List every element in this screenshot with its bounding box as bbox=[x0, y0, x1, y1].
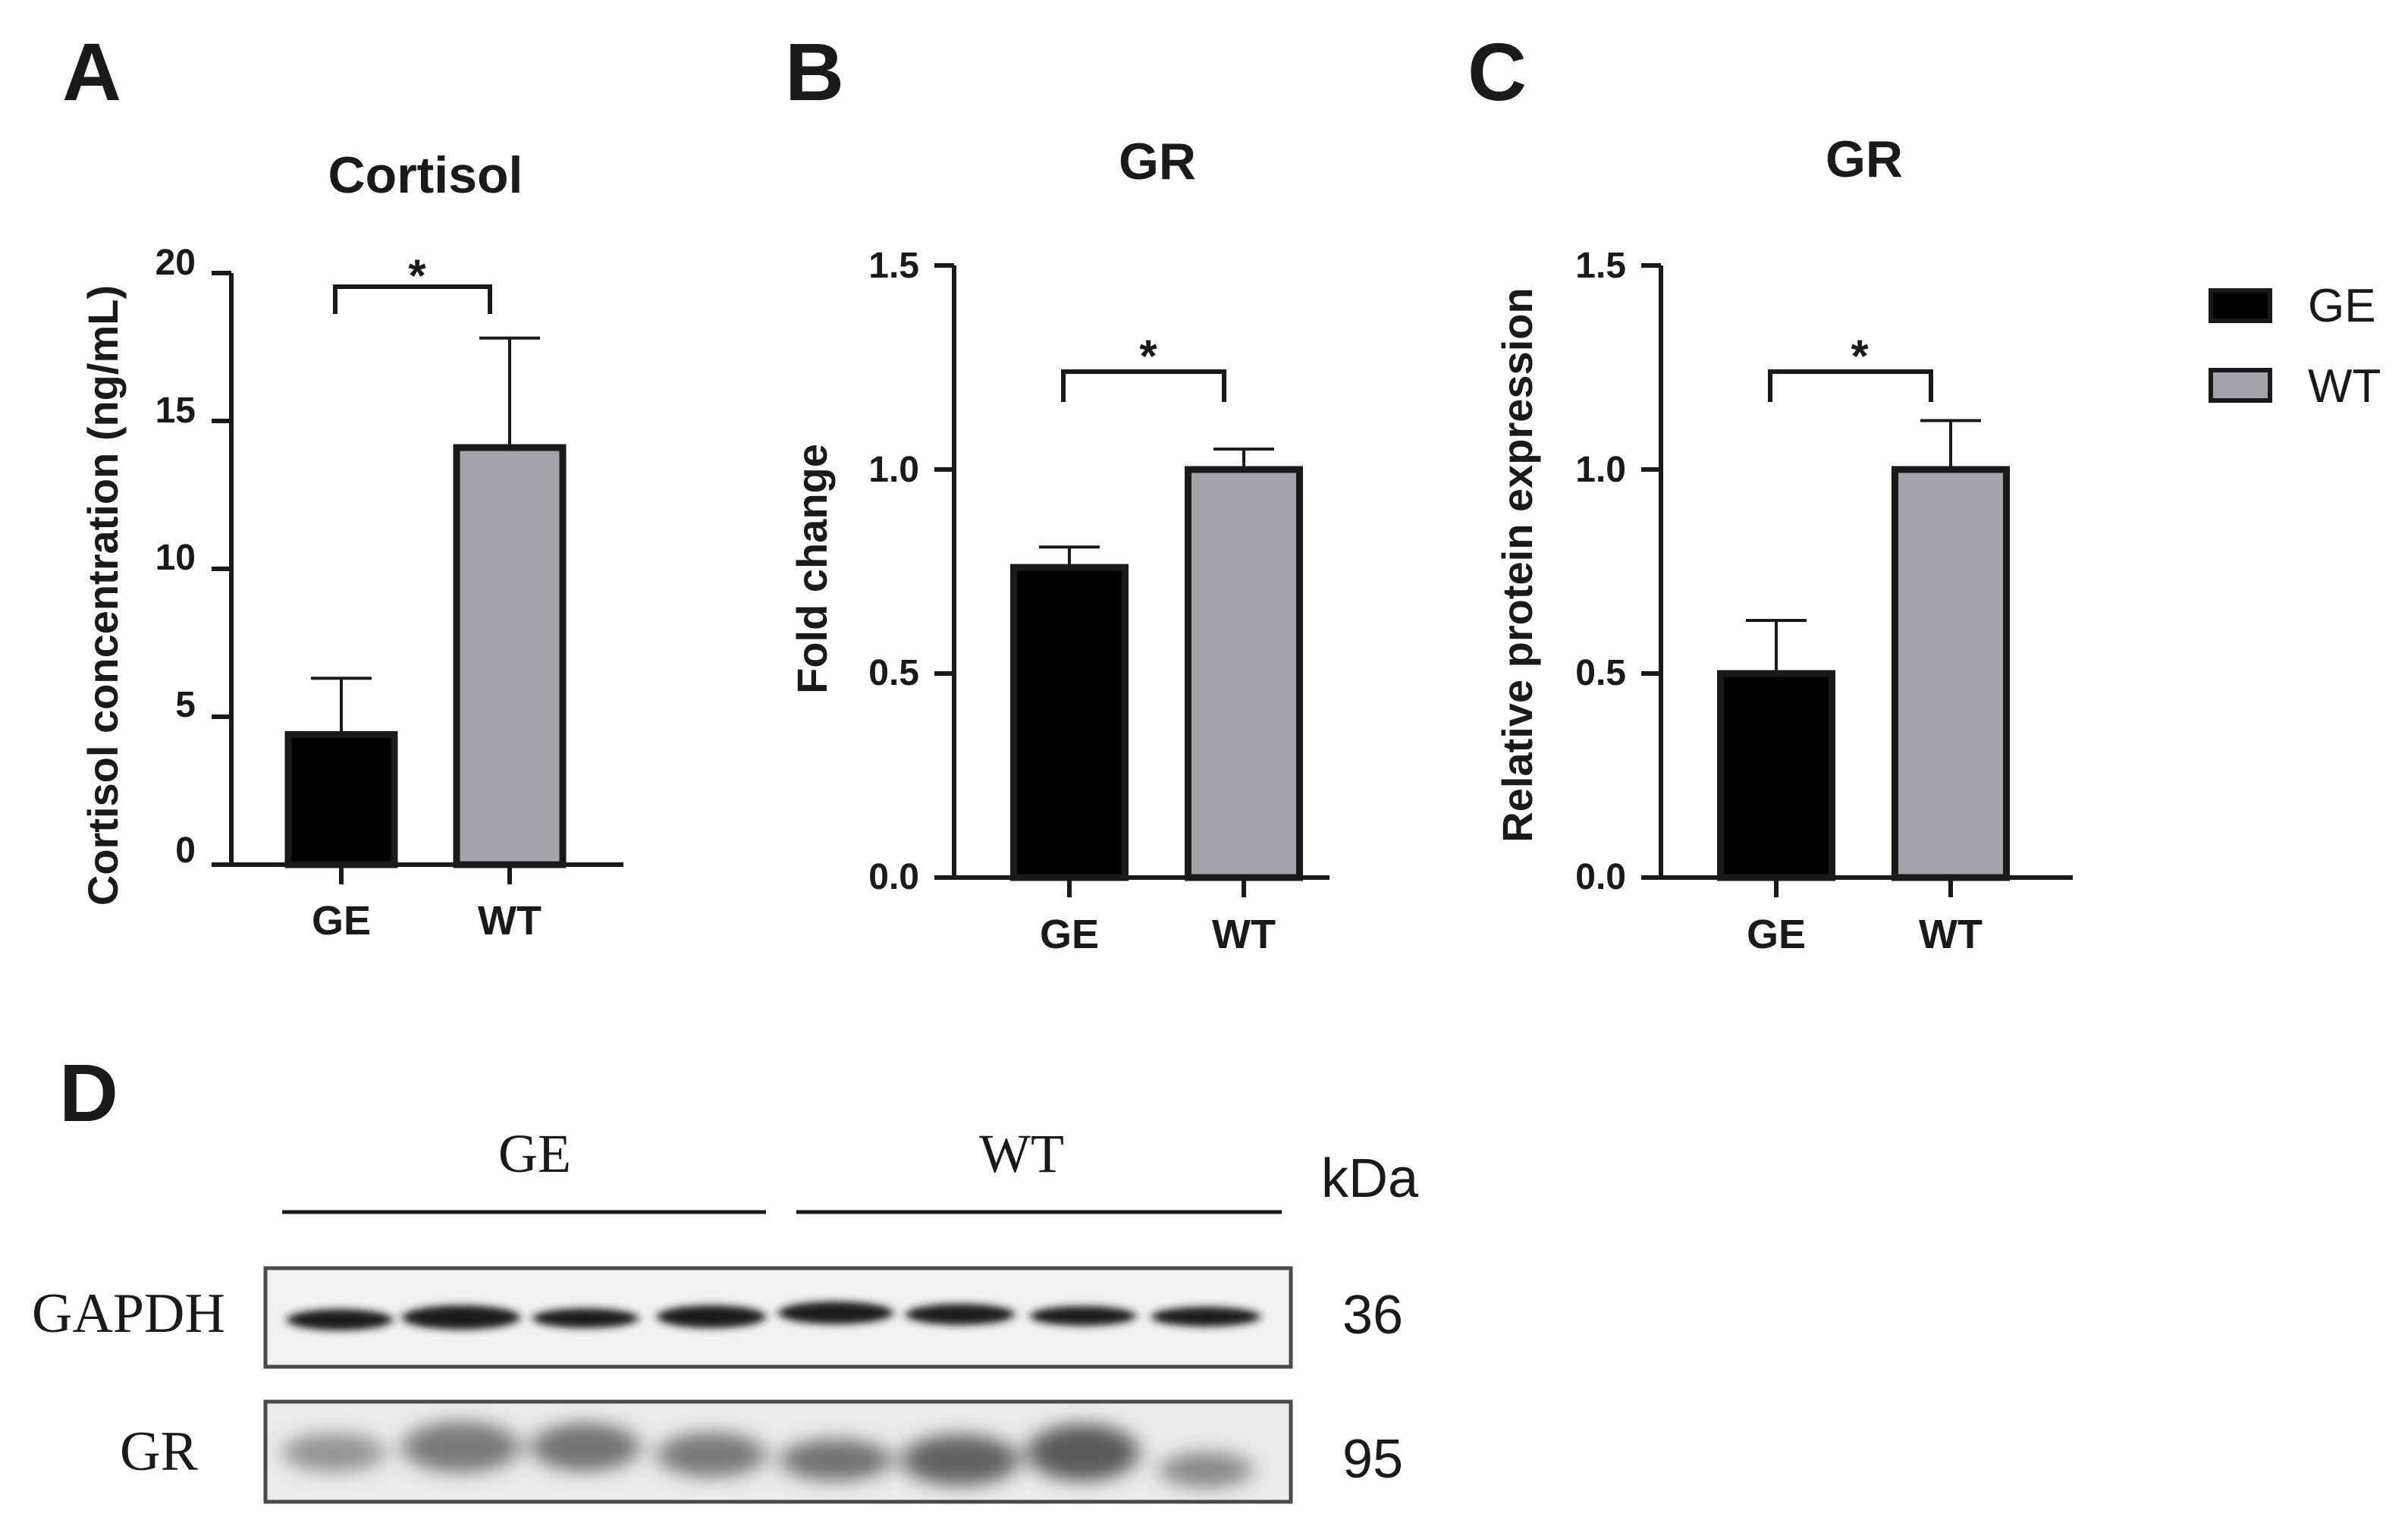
blot-band bbox=[1027, 1424, 1139, 1481]
chart-a-xtick-wt: WT bbox=[478, 898, 542, 944]
blot-unit-label: kDa bbox=[1321, 1148, 1419, 1209]
chart-c-title: GR bbox=[1826, 130, 1903, 188]
blot-band bbox=[906, 1304, 1015, 1325]
chart-a-bar-wt bbox=[453, 444, 567, 868]
chart-a-ticks: 0 5 10 15 20 bbox=[155, 243, 196, 871]
chart-b-bar-wt bbox=[1185, 466, 1303, 881]
blot-mw-gr: 95 bbox=[1342, 1429, 1403, 1490]
blot-band bbox=[531, 1423, 640, 1471]
legend-swatch-wt bbox=[2209, 368, 2272, 403]
chart-c-ytick: 0.5 bbox=[1575, 653, 1626, 693]
chart-a-ytick: 10 bbox=[155, 538, 196, 578]
chart-c-ytick: 1.5 bbox=[1575, 246, 1626, 286]
blot-band bbox=[657, 1305, 766, 1328]
chart-c-ylabel: Relative protein expression bbox=[1493, 287, 1541, 842]
blot-band bbox=[287, 1309, 393, 1330]
blot-band bbox=[1159, 1452, 1253, 1488]
chart-c-ytick: 0.0 bbox=[1575, 857, 1626, 897]
chart-b-xtick-wt: WT bbox=[1212, 912, 1276, 957]
chart-c-ytick: 1.0 bbox=[1575, 450, 1626, 490]
chart-a-significance-bracket bbox=[333, 284, 492, 314]
blot-group-label-ge: GE bbox=[498, 1123, 571, 1184]
blot-band bbox=[532, 1308, 639, 1328]
blot-band bbox=[1151, 1307, 1261, 1327]
chart-b-ticks: 0.0 0.5 1.0 1.5 bbox=[868, 246, 919, 897]
blot-band bbox=[901, 1434, 1019, 1486]
chart-a: Cortisol Cortisol concentration (ng/mL) … bbox=[79, 146, 542, 944]
panel-letter-b: B bbox=[785, 26, 844, 118]
legend-swatch-ge bbox=[2209, 288, 2272, 323]
chart-a-ytick: 0 bbox=[175, 831, 196, 871]
blot-protein-gapdh: GAPDH bbox=[32, 1283, 225, 1345]
blot-band bbox=[402, 1421, 520, 1473]
western-blot: GE WT kDa GAPDH 36 GR 95 bbox=[32, 1123, 1419, 1504]
chart-a-bar-ge bbox=[284, 730, 398, 868]
chart-b-bar-ge bbox=[1010, 564, 1129, 881]
panel-letter-d: D bbox=[59, 1047, 118, 1138]
chart-b-ytick: 1.5 bbox=[868, 246, 919, 286]
chart-b-significance-bracket bbox=[1061, 369, 1226, 402]
legend-label-wt: WT bbox=[2308, 360, 2381, 413]
blot-band bbox=[657, 1432, 766, 1477]
chart-a-ytick: 5 bbox=[175, 685, 196, 725]
chart-b-ytick: 1.0 bbox=[868, 450, 919, 490]
panel-letter-a: A bbox=[62, 26, 121, 118]
chart-b: GR Fold change 0.0 0.5 1.0 1.5 GE WT * bbox=[788, 133, 1276, 957]
blot-band bbox=[1030, 1306, 1136, 1326]
chart-c-ticks: 0.0 0.5 1.0 1.5 bbox=[1575, 246, 1626, 897]
chart-a-ylabel: Cortisol concentration (ng/mL) bbox=[79, 285, 127, 906]
blot-band bbox=[778, 1302, 893, 1324]
chart-a-ytick: 15 bbox=[155, 391, 196, 431]
chart-c-significance-bracket bbox=[1768, 369, 1933, 402]
blot-strip-gr bbox=[263, 1399, 1293, 1504]
chart-b-ylabel: Fold change bbox=[788, 444, 836, 694]
chart-c: GR Relative protein expression 0.0 0.5 1… bbox=[1493, 130, 1983, 957]
blot-band bbox=[282, 1433, 385, 1472]
chart-marks bbox=[212, 263, 2073, 897]
chart-b-ytick: 0.5 bbox=[868, 653, 919, 693]
chart-c-bar-ge bbox=[1717, 670, 1835, 881]
legend-label-ge: GE bbox=[2308, 280, 2376, 332]
chart-a-ytick: 20 bbox=[155, 243, 196, 283]
chart-c-bar-wt bbox=[1892, 466, 2010, 881]
blot-band bbox=[402, 1305, 520, 1330]
blot-mw-gapdh: 36 bbox=[1342, 1285, 1403, 1346]
chart-a-xtick-ge: GE bbox=[312, 898, 371, 944]
blot-group-label-wt: WT bbox=[979, 1123, 1064, 1184]
chart-b-ytick: 0.0 bbox=[868, 857, 919, 897]
blot-strip-gapdh bbox=[263, 1266, 1293, 1369]
legend: GE WT bbox=[2209, 280, 2381, 413]
chart-b-xtick-ge: GE bbox=[1040, 912, 1099, 957]
chart-a-significance: * bbox=[408, 250, 426, 301]
chart-c-xtick-ge: GE bbox=[1747, 912, 1806, 957]
blot-band bbox=[780, 1439, 892, 1481]
panel-letter-c: C bbox=[1468, 26, 1527, 118]
blot-protein-gr: GR bbox=[120, 1421, 198, 1483]
chart-a-title: Cortisol bbox=[328, 146, 523, 204]
chart-c-xtick-wt: WT bbox=[1919, 912, 1983, 957]
chart-b-title: GR bbox=[1119, 133, 1196, 190]
